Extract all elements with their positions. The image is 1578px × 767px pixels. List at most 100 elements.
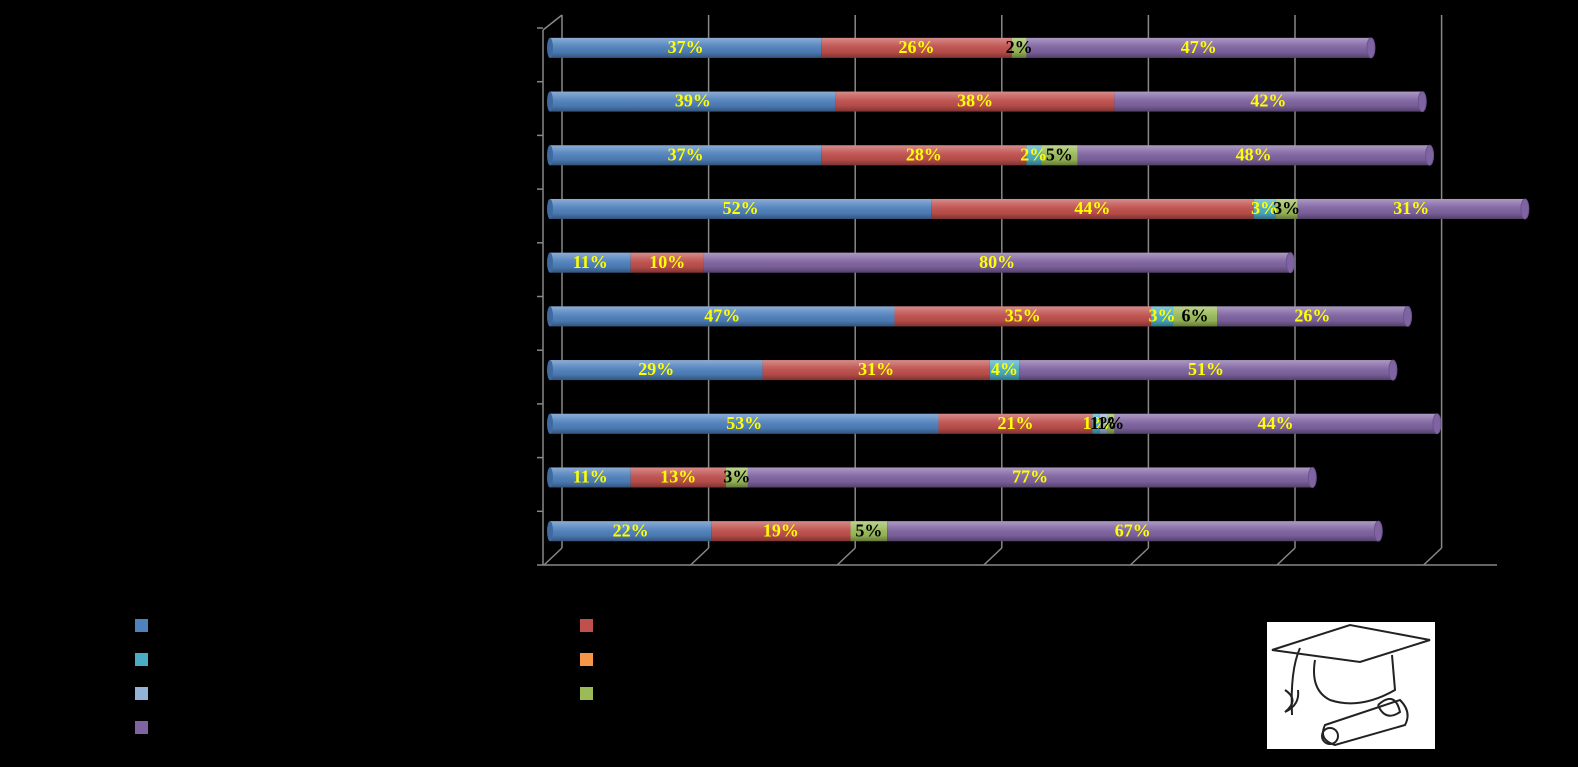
- value-label: 5%: [855, 520, 882, 540]
- bar-shine: [1077, 145, 1430, 166]
- value-label: 31%: [1393, 198, 1429, 218]
- bar-end: [1307, 466, 1317, 488]
- value-label: 3%: [723, 467, 750, 487]
- bar-shine: [1026, 37, 1371, 58]
- bar-shine: [1107, 413, 1115, 434]
- value-label: 1%: [1083, 413, 1110, 433]
- legend-swatch: [135, 619, 148, 632]
- value-label: 1%: [1090, 413, 1117, 433]
- bar-shine: [550, 521, 712, 542]
- bar-shine: [550, 467, 631, 488]
- tick-mark: [1129, 547, 1149, 566]
- value-label: 11%: [573, 252, 608, 272]
- bar-shine: [1041, 145, 1078, 166]
- value-label: 10%: [649, 252, 685, 272]
- legend-swatch: [135, 687, 148, 700]
- value-label: 53%: [726, 413, 762, 433]
- bar-end: [1432, 413, 1442, 435]
- value-label: 52%: [723, 198, 759, 218]
- value-label: 6%: [1182, 305, 1209, 325]
- bar-shine: [931, 198, 1254, 219]
- bar-shine: [1253, 198, 1276, 219]
- bar-shine: [630, 252, 704, 273]
- bar-shine: [1151, 306, 1174, 327]
- bar-shine: [1099, 413, 1108, 434]
- bar-start: [547, 413, 553, 434]
- value-label: 26%: [899, 37, 935, 57]
- tick-mark: [690, 547, 710, 566]
- tick-mark: [1276, 547, 1296, 566]
- bar-shine: [1297, 198, 1525, 219]
- tick-mark: [983, 547, 1003, 566]
- bar-shine: [725, 467, 748, 488]
- bar-end: [1373, 520, 1383, 542]
- bar-shine: [1275, 198, 1298, 219]
- value-label: 47%: [1181, 37, 1217, 57]
- bar-shine: [630, 467, 726, 488]
- bar-start: [547, 252, 553, 273]
- bar-end: [1417, 91, 1427, 113]
- bar-shine: [747, 467, 1313, 488]
- bar-shine: [1114, 91, 1423, 112]
- bar-start: [547, 91, 553, 112]
- bar-end: [1403, 305, 1413, 327]
- bar-shine: [550, 37, 822, 58]
- value-label: 11%: [573, 467, 608, 487]
- value-label: 4%: [991, 359, 1018, 379]
- bar-start: [547, 198, 553, 219]
- value-label: 3%: [1273, 198, 1300, 218]
- value-label: 39%: [675, 91, 711, 111]
- value-label: 3%: [1251, 198, 1278, 218]
- bar-shine: [894, 306, 1152, 327]
- bar-shine: [711, 521, 851, 542]
- value-label: 42%: [1250, 91, 1286, 111]
- bar-start: [547, 37, 553, 58]
- value-label: 48%: [1236, 144, 1272, 164]
- bar-shine: [887, 521, 1379, 542]
- value-label: 5%: [1046, 144, 1073, 164]
- value-label: 2%: [1006, 37, 1033, 57]
- value-label: 13%: [660, 467, 696, 487]
- value-label: 37%: [668, 37, 704, 57]
- value-label: 44%: [1074, 198, 1110, 218]
- value-label: 35%: [1005, 305, 1041, 325]
- bar-shine: [762, 360, 990, 381]
- value-label: 22%: [613, 520, 649, 540]
- bar-shine: [550, 252, 631, 273]
- bar-shine: [1217, 306, 1408, 327]
- bar-shine: [550, 198, 932, 219]
- legend-swatch: [135, 721, 148, 734]
- value-label: 47%: [704, 305, 740, 325]
- bar-start: [547, 360, 553, 381]
- tick-mark: [836, 547, 856, 566]
- bar-shine: [550, 413, 939, 434]
- bar-shine: [821, 37, 1012, 58]
- value-label: 28%: [906, 144, 942, 164]
- bar-end: [1388, 359, 1398, 381]
- bar-end: [1366, 37, 1376, 59]
- bar-shine: [550, 91, 836, 112]
- legend-swatch: [580, 687, 593, 700]
- bar-shine: [703, 252, 1291, 273]
- value-label: 80%: [979, 252, 1015, 272]
- value-label: 1%: [1097, 413, 1124, 433]
- bar-shine: [1011, 37, 1027, 58]
- value-label: 51%: [1188, 359, 1224, 379]
- legend-swatch: [580, 653, 593, 666]
- value-label: 37%: [668, 144, 704, 164]
- bar-end: [1285, 252, 1295, 274]
- value-label: 38%: [957, 91, 993, 111]
- bar-start: [547, 521, 553, 542]
- bar-shine: [550, 306, 895, 327]
- bar-shine: [835, 91, 1115, 112]
- value-label: 44%: [1258, 413, 1294, 433]
- y-axis-back: [542, 14, 563, 31]
- legend-swatch: [580, 619, 593, 632]
- value-label: 2%: [1020, 144, 1047, 164]
- bar-shine: [938, 413, 1093, 434]
- bar-shine: [850, 521, 888, 542]
- value-label: 26%: [1294, 305, 1330, 325]
- value-label: 21%: [997, 413, 1033, 433]
- tick-mark: [1423, 547, 1443, 566]
